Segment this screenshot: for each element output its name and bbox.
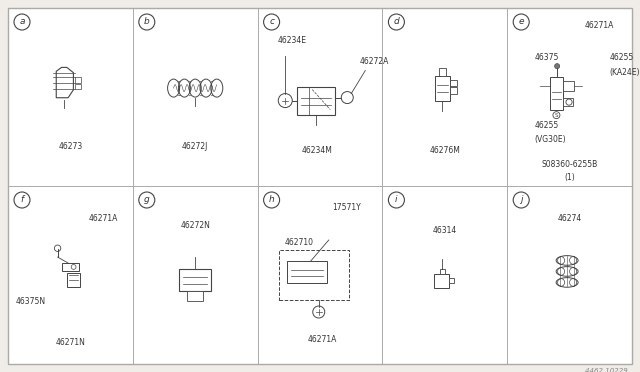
- Bar: [297, 87, 335, 115]
- Text: 46272A: 46272A: [360, 57, 389, 66]
- Text: 46314: 46314: [433, 226, 457, 235]
- Bar: [550, 77, 563, 110]
- Text: a: a: [19, 17, 25, 26]
- Text: 46273: 46273: [58, 142, 83, 151]
- Bar: [179, 269, 211, 291]
- Circle shape: [555, 64, 559, 69]
- Text: 46271A: 46271A: [584, 21, 614, 30]
- Bar: [435, 274, 449, 288]
- Bar: [449, 80, 457, 86]
- Bar: [435, 76, 449, 101]
- Bar: [75, 77, 81, 83]
- Text: d: d: [394, 17, 399, 26]
- Text: 46234E: 46234E: [278, 36, 307, 45]
- Bar: [440, 269, 445, 274]
- Text: 46271N: 46271N: [56, 338, 85, 347]
- Text: 46271A: 46271A: [308, 334, 337, 344]
- Text: 46272J: 46272J: [182, 142, 209, 151]
- Text: 46255: 46255: [534, 121, 559, 130]
- Text: 46276M: 46276M: [429, 146, 460, 155]
- Bar: [438, 68, 446, 76]
- Text: 46234M: 46234M: [302, 146, 333, 155]
- Text: 46375N: 46375N: [15, 297, 45, 306]
- Text: S: S: [555, 113, 558, 118]
- Text: g: g: [144, 196, 150, 205]
- Text: e: e: [518, 17, 524, 26]
- Bar: [449, 278, 454, 283]
- Text: i: i: [395, 196, 397, 205]
- Bar: [188, 291, 204, 301]
- Bar: [563, 81, 574, 91]
- Text: h: h: [269, 196, 275, 205]
- Text: S08360-6255B: S08360-6255B: [541, 160, 598, 169]
- Bar: [563, 98, 573, 106]
- Text: c: c: [269, 17, 274, 26]
- Text: f: f: [20, 196, 24, 205]
- Bar: [67, 273, 80, 288]
- Text: 4462 10229: 4462 10229: [585, 368, 628, 372]
- Bar: [449, 87, 457, 93]
- Bar: [61, 263, 79, 271]
- Text: 46274: 46274: [557, 214, 582, 222]
- Text: (1): (1): [564, 173, 575, 182]
- Text: j: j: [520, 196, 522, 205]
- Text: 46255: 46255: [609, 53, 634, 62]
- Text: 46375: 46375: [534, 53, 559, 62]
- Text: 46271A: 46271A: [89, 214, 118, 222]
- Text: 17571Y: 17571Y: [333, 203, 361, 212]
- Text: (KA24E): (KA24E): [609, 68, 640, 77]
- Bar: [279, 250, 349, 300]
- Text: (VG30E): (VG30E): [534, 135, 566, 144]
- Text: 462710: 462710: [285, 238, 314, 247]
- Bar: [75, 84, 81, 89]
- Text: 46272N: 46272N: [180, 221, 210, 230]
- Bar: [287, 261, 327, 283]
- Text: b: b: [144, 17, 150, 26]
